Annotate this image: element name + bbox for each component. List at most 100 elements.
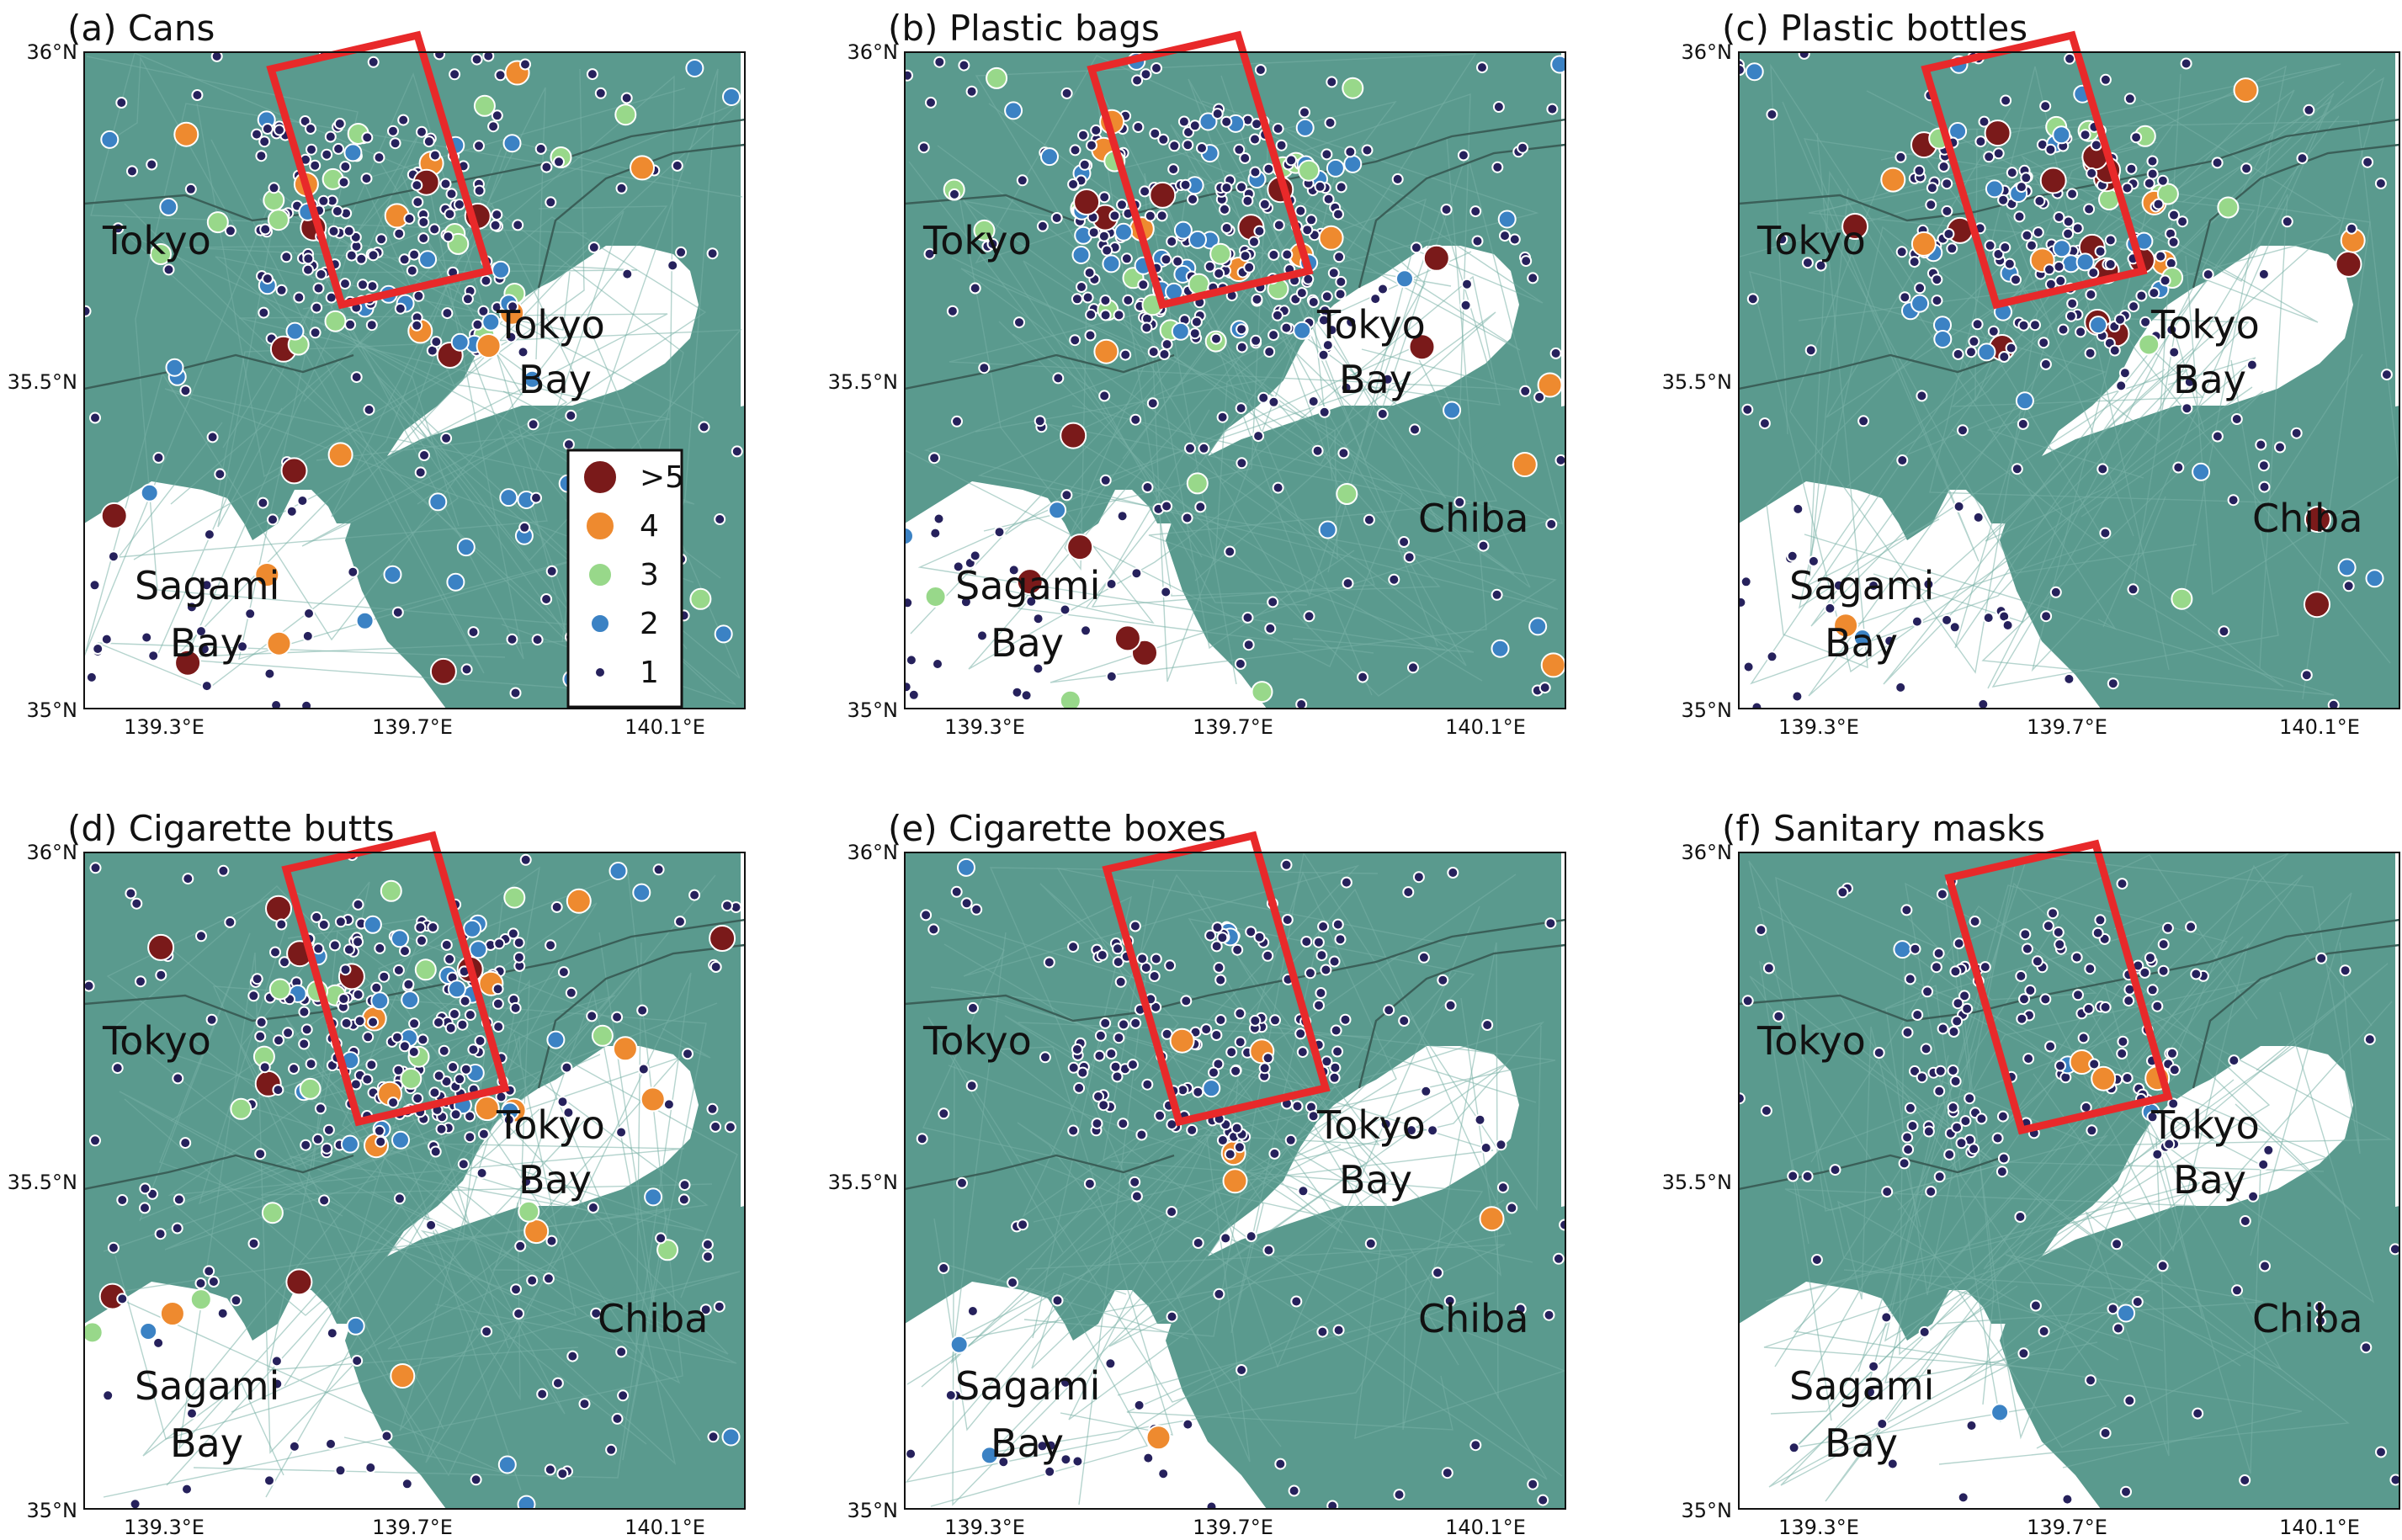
litter-point: [1087, 226, 1100, 239]
litter-point: [1760, 1104, 1772, 1117]
litter-point: [1004, 101, 1023, 120]
litter-point: [499, 488, 518, 507]
litter-point: [965, 1080, 978, 1092]
litter-point: [417, 232, 430, 245]
litter-point: [1052, 372, 1065, 385]
litter-point: [1117, 1118, 1129, 1130]
litter-point: [1740, 576, 1752, 588]
litter-point: [605, 1443, 618, 1456]
litter-point: [1271, 309, 1283, 321]
municipal-boundary: [1759, 960, 2110, 1449]
litter-point: [1251, 293, 1263, 305]
litter-point: [1868, 1360, 1880, 1373]
litter-point: [1230, 1065, 1242, 1077]
litter-point: [285, 1268, 313, 1296]
litter-point: [2239, 1215, 2251, 1227]
litter-point: [492, 1021, 505, 1033]
litter-point: [402, 978, 415, 990]
litter-point: [1172, 255, 1184, 268]
litter-point: [587, 1202, 599, 1213]
litter-point: [1113, 624, 1141, 652]
litter-point: [542, 1272, 555, 1285]
municipal-boundary: [1332, 942, 1499, 1431]
litter-point: [2143, 177, 2155, 189]
litter-point: [1925, 199, 1937, 211]
litter-point: [224, 916, 236, 928]
litter-point: [1432, 1267, 1444, 1279]
municipal-boundary: [1836, 1026, 2119, 1361]
litter-point: [2039, 993, 2052, 1006]
lat-tick-label: 36°N: [27, 40, 78, 64]
map-frame: [904, 852, 1566, 1510]
litter-point: [530, 491, 542, 504]
municipal-boundary: [174, 1108, 540, 1491]
litter-point: [1520, 255, 1533, 268]
litter-point: [447, 1061, 460, 1073]
litter-point: [1968, 335, 1980, 348]
litter-point: [509, 687, 522, 699]
litter-point: [346, 1316, 365, 1336]
lat-tick-label: 35.5°N: [1662, 370, 1732, 394]
litter-point: [545, 196, 557, 209]
lon-tick-label: 140.1°E: [2279, 1516, 2360, 1539]
litter-point: [393, 227, 406, 240]
litter-point: [1932, 947, 1945, 959]
litter-point: [1071, 293, 1083, 305]
litter-point: [724, 1121, 736, 1134]
litter-point: [2094, 914, 2107, 927]
litter-point: [1208, 1066, 1220, 1079]
legend-symbol: [585, 511, 615, 541]
litter-point: [675, 246, 688, 258]
litter-point: [263, 667, 276, 680]
litter-point: [1318, 225, 1344, 251]
litter-point: [1873, 1047, 1885, 1059]
litter-point: [1205, 1500, 1218, 1509]
litter-point: [1295, 118, 1315, 137]
litter-point: [1881, 1186, 1894, 1198]
litter-point: [2001, 619, 2014, 631]
litter-point: [928, 452, 941, 465]
litter-point: [280, 457, 308, 485]
litter-point: [519, 58, 531, 71]
litter-point: [2335, 250, 2362, 278]
litter-point: [337, 993, 350, 1005]
litter-point: [497, 1455, 517, 1474]
litter-point: [1145, 1425, 1172, 1451]
litter-point: [1383, 1004, 1395, 1017]
litter-point: [1333, 251, 1346, 263]
litter-point: [701, 1238, 714, 1251]
litter-point: [927, 923, 940, 936]
litter-point: [1296, 1046, 1309, 1059]
litter-point: [2211, 430, 2224, 443]
litter-point: [418, 250, 438, 269]
litter-point: [2166, 1047, 2178, 1059]
litter-point: [1301, 224, 1314, 236]
litter-point: [470, 1474, 482, 1486]
litter-point: [1073, 1081, 1086, 1094]
litter-point: [236, 640, 248, 653]
litter-point: [1099, 1017, 1112, 1029]
litter-point: [1109, 1060, 1122, 1073]
litter-point: [206, 431, 219, 443]
litter-point: [340, 1017, 353, 1029]
municipal-boundary: [425, 932, 661, 1463]
litter-point: [1992, 147, 2005, 160]
litter-point: [1758, 417, 1771, 430]
litter-point: [299, 1077, 322, 1100]
litter-point: [311, 911, 323, 923]
municipal-boundary: [108, 56, 485, 674]
litter-point: [1901, 1026, 1914, 1038]
litter-point: [268, 182, 280, 194]
municipal-boundary: [988, 103, 1554, 683]
litter-point: [1884, 635, 1896, 647]
lon-tick-label: 139.3°E: [1778, 715, 1859, 739]
litter-point: [254, 1030, 267, 1043]
litter-point: [2281, 215, 2293, 228]
litter-point: [2026, 239, 2038, 252]
litter-point: [1364, 1237, 1377, 1250]
litter-point: [531, 634, 544, 646]
litter-point: [1417, 951, 1430, 964]
litter-point: [1198, 442, 1210, 454]
litter-point: [154, 1228, 167, 1240]
litter-point: [172, 1072, 184, 1085]
